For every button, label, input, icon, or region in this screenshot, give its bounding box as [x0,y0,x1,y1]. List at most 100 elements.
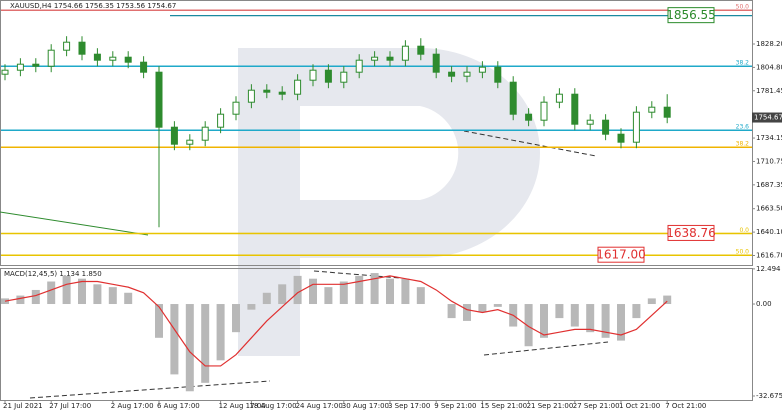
macd-bar [447,304,456,319]
macd-bar [16,295,25,305]
candle-body [263,89,271,93]
macd-bar [355,275,364,305]
y-tick-label: 1710.75 [756,157,782,165]
candle-body [124,56,132,63]
x-tick-label: 6 Aug 17:00 [157,402,200,410]
y2-tick-label: -32.675 [756,392,782,400]
x-tick-label: 15 Sep 21:00 [480,402,527,410]
macd-bar [293,275,302,305]
macd-bar [124,292,133,305]
x-tick-label: 7 Oct 21:00 [665,402,706,410]
chart-title: XAUUSD,H4 1754.66 1756.35 1753.56 1754.6… [10,2,176,10]
macd-bar [524,304,533,347]
level-label: 50.0 [736,4,750,11]
candle-body [602,119,610,135]
trend-line [0,211,149,236]
macd-bar [416,287,425,305]
level-label: 50.0 [736,249,750,256]
macd-bar [93,284,102,305]
candle-body [401,45,409,61]
trend-line [463,130,597,157]
macd-bar [617,304,625,341]
candle-body [109,56,117,61]
candle-body [463,71,471,77]
candle-body [324,69,332,83]
macd-bar [324,287,333,305]
price-box [667,224,715,241]
candle-body [294,79,302,95]
price-box [667,7,715,24]
macd-bar [570,304,579,327]
macd-bar [586,304,595,333]
candle-body [617,133,625,143]
x-tick-label: 27 Sep 21:00 [573,402,620,410]
candle-body [340,71,348,83]
x-tick-label: 27 Jul 17:00 [49,402,91,410]
candle-body [509,81,517,115]
macd-bar [601,304,610,338]
macd-bar [47,281,56,305]
y2-tick-label: 0.00 [756,300,772,308]
level-label: 0.0 [739,227,749,234]
candle-body [140,61,148,73]
macd-bar [232,304,240,333]
signal-line [4,275,668,367]
macd-bar [540,304,548,338]
trend-line [29,380,271,399]
x-tick-label: 30 Aug 17:00 [342,402,389,410]
x-tick-label: 12 Aug 17:00 [219,402,266,410]
macd-bar [155,304,163,338]
candle-body [371,56,379,61]
macd-bar [647,298,656,305]
candle-body [93,53,101,61]
level-label: 23.6 [736,124,750,131]
current-price-label: 1754.67 [754,114,782,122]
candle-body [417,45,425,55]
candle-body [386,56,394,61]
candle-body [448,71,456,77]
price-box-label: 1617.00 [596,248,646,262]
macd-bar [78,278,86,305]
candle-body [155,71,163,128]
candle-body [586,119,594,125]
price-box-label: 1638.76 [666,226,716,240]
macd-bar [278,284,287,305]
candle-body [201,126,209,141]
candle-body [632,111,640,143]
candle-body [278,91,286,95]
x-tick-label: 24 Aug 17:00 [296,402,343,410]
y-tick-label: 1616.70 [756,252,782,260]
candle-body [555,93,563,103]
y-tick-label: 1781.45 [756,87,782,95]
macd-bar [663,295,672,305]
candle-body [432,53,440,73]
macd-bar [185,304,194,392]
x-tick-label: 21 Sep 21:00 [527,402,574,410]
candle-body [1,69,9,75]
price-box-label: 1856.55 [666,8,716,22]
macd-bar [478,304,487,313]
candle-body [16,63,24,71]
candle-body [648,106,656,113]
candle-body [355,59,363,73]
candle-body [32,63,40,67]
x-tick-label: 21 Jul 2021 [3,402,43,410]
candle-body [525,113,533,121]
macd-bar [309,278,317,305]
y-tick-label: 1734.15 [756,134,782,142]
macd-title: MACD(12,45,5) 1.134 1.850 [4,270,102,278]
level-label: 38.2 [736,60,750,67]
macd-frame [0,268,753,401]
y-tick-label: 1687.35 [756,181,782,189]
trend-line [313,270,401,279]
candle-body [478,66,486,73]
candle-body [247,89,255,103]
macd-bar [201,304,210,383]
y-tick-label: 1828.20 [756,40,782,48]
y2-tick-label: 12.494 [756,265,781,273]
price-box [597,246,645,263]
macd-bar [493,304,502,307]
x-tick-label: 2 Aug 17:00 [111,402,154,410]
macd-bar [632,304,641,319]
